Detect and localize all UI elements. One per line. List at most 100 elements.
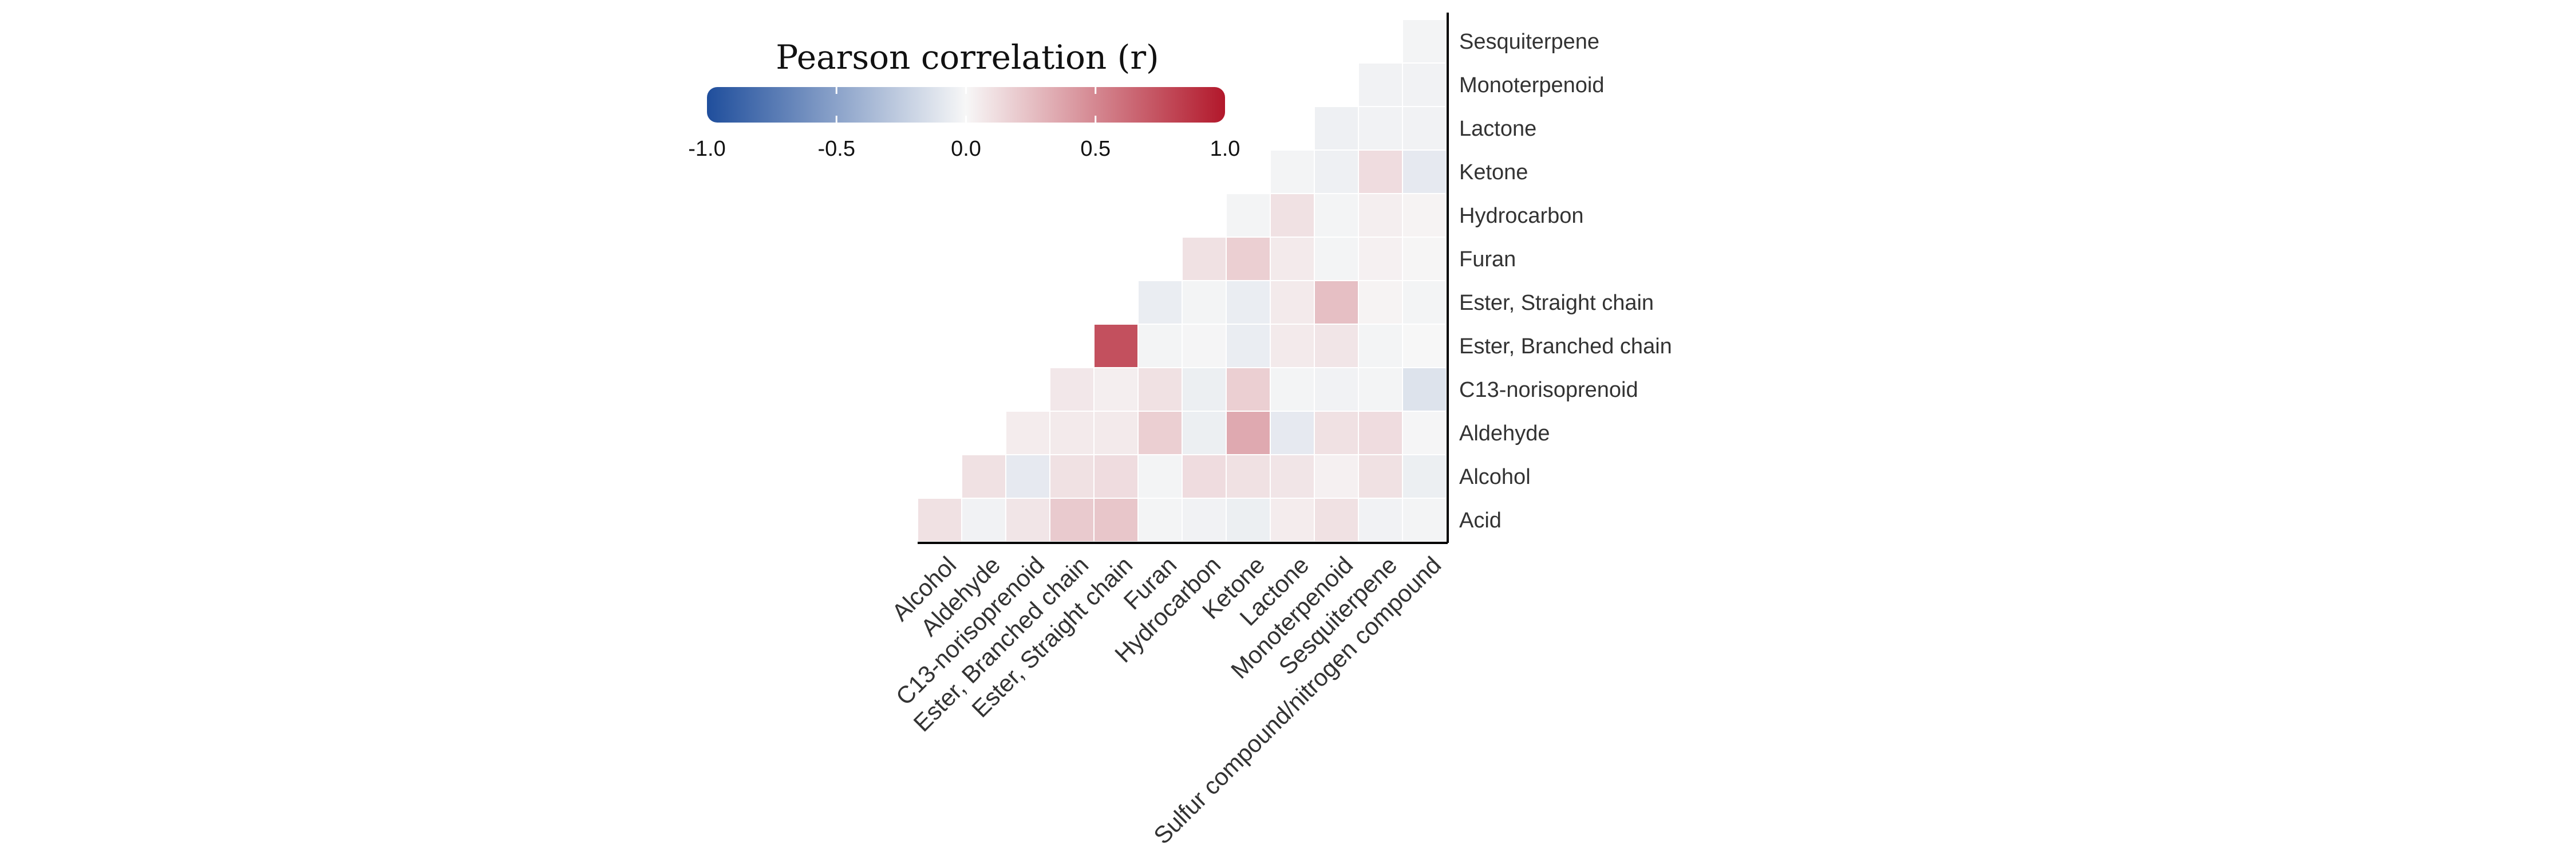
heatmap-cell xyxy=(1402,454,1447,499)
heatmap-cell xyxy=(1402,411,1447,455)
heatmap-cell xyxy=(1402,193,1447,238)
heatmap-cell xyxy=(1402,498,1447,542)
heatmap-cell xyxy=(1182,237,1227,281)
y-tick-label: Ester, Straight chain xyxy=(1459,291,1654,315)
heatmap-cell xyxy=(1402,237,1447,281)
heatmap-cell xyxy=(1270,367,1315,412)
heatmap-cell xyxy=(1226,498,1271,542)
y-tick-label: Ester, Branched chain xyxy=(1459,334,1672,358)
heatmap-cell xyxy=(1226,324,1271,368)
heatmap-cell xyxy=(1049,498,1095,542)
heatmap-cell xyxy=(1226,193,1271,238)
heatmap-cell xyxy=(1182,411,1227,455)
legend-tick-label: -1.0 xyxy=(688,137,725,161)
heatmap-cell xyxy=(1358,280,1403,325)
legend-tick-label: 0.0 xyxy=(951,137,981,161)
heatmap-cell xyxy=(1137,498,1183,542)
y-tick-label: C13-norisoprenoid xyxy=(1459,378,1638,402)
heatmap-cell xyxy=(917,498,962,542)
heatmap-cell xyxy=(1402,106,1447,151)
heatmap-cell xyxy=(1358,454,1403,499)
heatmap-cell xyxy=(961,498,1006,542)
heatmap-cell xyxy=(1402,62,1447,107)
heatmap-cell xyxy=(1226,237,1271,281)
heatmap-cell xyxy=(1314,280,1359,325)
heatmap-cell xyxy=(1226,280,1271,325)
heatmap-cells xyxy=(917,19,1447,542)
legend-tick-label: -0.5 xyxy=(818,137,855,161)
heatmap-cell xyxy=(961,454,1006,499)
heatmap-cell xyxy=(1182,367,1227,412)
heatmap-cell xyxy=(1270,324,1315,368)
heatmap-cell xyxy=(1137,367,1183,412)
heatmap-cell xyxy=(1358,367,1403,412)
heatmap-cell xyxy=(1358,62,1403,107)
heatmap-cell xyxy=(1093,324,1139,368)
heatmap-cell xyxy=(1270,149,1315,194)
y-tick-label: Aldehyde xyxy=(1459,421,1550,446)
heatmap-cell xyxy=(1402,367,1447,412)
heatmap-cell xyxy=(1358,498,1403,542)
heatmap-cell xyxy=(1358,324,1403,368)
heatmap-cell xyxy=(1270,280,1315,325)
heatmap-cell xyxy=(1314,324,1359,368)
y-tick-label: Acid xyxy=(1459,509,1502,533)
legend-colorbar xyxy=(707,87,1225,123)
y-tick-label: Lactone xyxy=(1459,117,1536,141)
heatmap-cell xyxy=(1226,367,1271,412)
heatmap-cell xyxy=(1402,324,1447,368)
heatmap-cell xyxy=(1270,498,1315,542)
heatmap-cell xyxy=(1049,367,1095,412)
heatmap-cell xyxy=(1402,19,1447,64)
heatmap-cell xyxy=(1402,280,1447,325)
y-axis-labels: Acid Alcohol Aldehyde C13-norisoprenoid Este… xyxy=(1459,30,1672,533)
heatmap-cell xyxy=(1093,411,1139,455)
heatmap-cell xyxy=(1358,411,1403,455)
heatmap-cell xyxy=(1270,237,1315,281)
heatmap-cell xyxy=(1226,454,1271,499)
legend-ticks: -1.0 -0.5 0.0 0.5 1.0 xyxy=(688,87,1240,161)
heatmap-cell xyxy=(1358,106,1403,151)
y-tick-label: Monoterpenoid xyxy=(1459,73,1605,97)
heatmap-cell xyxy=(1314,106,1359,151)
heatmap-cell xyxy=(1270,411,1315,455)
heatmap-cell xyxy=(1093,498,1139,542)
heatmap-cell xyxy=(1182,454,1227,499)
heatmap-cell xyxy=(1358,149,1403,194)
heatmap-cell xyxy=(1093,454,1139,499)
heatmap-cell xyxy=(1137,324,1183,368)
y-tick-label: Sesquiterpene xyxy=(1459,30,1599,54)
heatmap-cell xyxy=(1314,411,1359,455)
heatmap-cell xyxy=(1137,411,1183,455)
heatmap-cell xyxy=(1137,454,1183,499)
y-tick-label: Hydrocarbon xyxy=(1459,204,1584,228)
heatmap-cell xyxy=(1137,280,1183,325)
heatmap-cell xyxy=(1049,454,1095,499)
heatmap-cell xyxy=(1005,411,1050,455)
heatmap-cell xyxy=(1182,280,1227,325)
heatmap-cell xyxy=(1182,324,1227,368)
y-tick-label: Alcohol xyxy=(1459,465,1531,489)
legend-tick-label: 1.0 xyxy=(1210,137,1240,161)
heatmap-cell xyxy=(1182,498,1227,542)
heatmap-cell xyxy=(1314,193,1359,238)
legend-tick-label: 0.5 xyxy=(1080,137,1111,161)
heatmap-cell xyxy=(1049,411,1095,455)
heatmap-cell xyxy=(1314,367,1359,412)
heatmap-cell xyxy=(1402,149,1447,194)
heatmap-axes xyxy=(918,13,1449,544)
heatmap-cell xyxy=(1358,237,1403,281)
heatmap-cell xyxy=(1005,498,1050,542)
heatmap-cell xyxy=(1358,193,1403,238)
colorbar-legend: Pearson correlation (r) -1.0 -0.5 0.0 0.5 1.… xyxy=(688,38,1240,161)
heatmap-cell xyxy=(1093,367,1139,412)
heatmap-cell xyxy=(1314,149,1359,194)
y-tick-label: Ketone xyxy=(1459,160,1528,184)
heatmap-cell xyxy=(1226,411,1271,455)
heatmap-cell xyxy=(1314,498,1359,542)
heatmap-cell xyxy=(1270,454,1315,499)
heatmap-cell xyxy=(1314,237,1359,281)
